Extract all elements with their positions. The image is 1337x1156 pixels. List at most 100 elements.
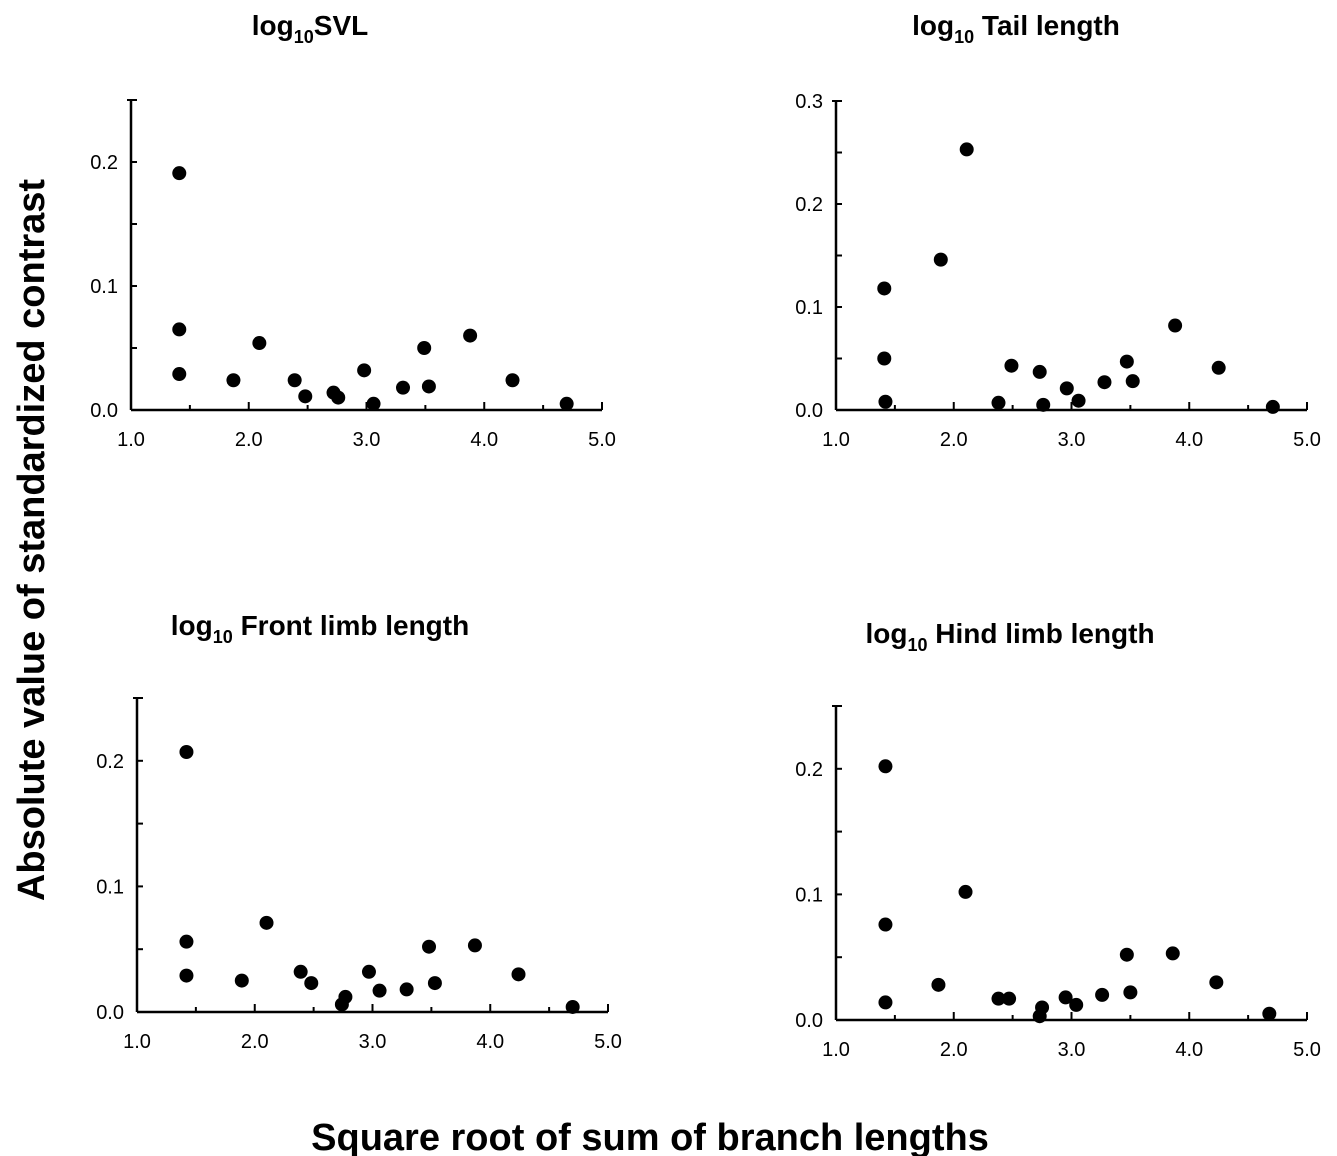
data-point: [179, 934, 194, 949]
x-tick-label: 1.0: [822, 1039, 850, 1061]
data-point: [565, 999, 580, 1014]
panel-title-base: log: [171, 610, 213, 641]
x-tick-label: 5.0: [1293, 429, 1321, 451]
data-point: [1058, 990, 1073, 1005]
x-tick-label: 4.0: [476, 1031, 504, 1053]
data-point: [287, 373, 302, 388]
data-point: [1002, 991, 1017, 1006]
data-point: [877, 281, 892, 296]
panel-title: log10 Front limb length: [171, 610, 469, 647]
x-axis-title: Square root of sum of branch lengths: [311, 1117, 989, 1156]
data-point: [511, 967, 526, 982]
data-point: [1036, 397, 1051, 412]
data-point: [933, 252, 948, 267]
data-point: [1265, 399, 1280, 414]
x-tick-label: 2.0: [940, 429, 968, 451]
chart-panel-3: log10 Front limb length 1.0 2.0 3.0 4.0 5.0 0.…: [96, 610, 622, 1053]
y-axis-title: Absolute value of standardized contrast: [11, 179, 53, 901]
data-point: [1211, 360, 1226, 375]
data-point: [234, 973, 249, 988]
data-point: [1004, 358, 1019, 373]
x-tick-label: 3.0: [359, 1031, 387, 1053]
panel-title-rest: SVL: [314, 10, 368, 41]
data-point: [252, 336, 267, 351]
x-tick-label: 5.0: [588, 429, 616, 451]
data-point: [1095, 987, 1110, 1002]
chart-panel-1: log10SVL 1.0 2.0 3.0 4.0 5.0 0.0 0.1 0.2: [90, 10, 616, 451]
y-tick-label: 0.1: [795, 884, 823, 906]
data-point: [878, 394, 893, 409]
data-point: [417, 341, 432, 355]
data-point: [1209, 975, 1224, 990]
y-tick-label: 0.1: [90, 276, 118, 298]
y-tick-label: 0.0: [795, 400, 823, 422]
data-point: [1071, 393, 1086, 408]
x-tick-label: 1.0: [822, 429, 850, 451]
data-point: [931, 977, 946, 992]
data-point: [259, 915, 274, 930]
x-tick-label: 3.0: [353, 429, 381, 451]
chart-panel-4: log10 Hind limb length 1.0 2.0 3.0 4.0 5.0 0.0…: [795, 618, 1321, 1061]
x-tick-label: 5.0: [594, 1031, 622, 1053]
data-point: [1168, 318, 1183, 333]
y-tick-label: 0.1: [96, 876, 124, 898]
data-point: [338, 989, 353, 1004]
data-point: [179, 745, 194, 760]
data-point: [1262, 1006, 1277, 1021]
data-point: [959, 142, 974, 157]
x-tick-label: 4.0: [470, 429, 498, 451]
data-point: [991, 395, 1006, 410]
x-tick-label: 2.0: [241, 1031, 269, 1053]
panel-title-rest: Front limb length: [233, 610, 469, 641]
data-point: [559, 396, 574, 411]
data-point: [421, 379, 436, 394]
data-point: [357, 363, 372, 378]
panel-title: log10SVL: [252, 10, 369, 47]
panel-title: log10 Hind limb length: [865, 618, 1154, 655]
y-tick-label: 0.2: [96, 751, 124, 773]
x-tick-label: 4.0: [1175, 429, 1203, 451]
data-point: [467, 938, 482, 953]
y-tick-label: 0.0: [795, 1010, 823, 1032]
data-point: [293, 964, 308, 979]
data-point: [1119, 947, 1134, 962]
data-point: [1165, 946, 1180, 961]
x-tick-label: 3.0: [1058, 429, 1086, 451]
panel-title-subscript: 10: [294, 27, 314, 47]
y-tick-label: 0.2: [90, 152, 118, 174]
data-point: [878, 917, 893, 932]
data-point: [427, 976, 442, 991]
y-tick-label: 0.0: [90, 400, 118, 422]
data-point: [1069, 997, 1084, 1012]
y-tick-label: 0.3: [795, 91, 823, 113]
data-point: [1119, 354, 1134, 369]
data-point: [172, 322, 187, 337]
data-point: [505, 373, 520, 388]
y-tick-label: 0.2: [795, 194, 823, 216]
data-point: [878, 759, 893, 774]
x-tick-label: 3.0: [1058, 1039, 1086, 1061]
panel-title-rest: Hind limb length: [927, 618, 1154, 649]
data-point: [226, 373, 241, 388]
data-point: [298, 389, 313, 404]
data-point: [172, 166, 187, 181]
x-tick-label: 2.0: [235, 429, 263, 451]
data-point: [877, 351, 892, 366]
panel-title-subscript: 10: [954, 27, 974, 47]
data-point: [331, 390, 346, 405]
y-tick-label: 0.0: [96, 1002, 124, 1024]
panel-title-subscript: 10: [213, 627, 233, 647]
panel-title-subscript: 10: [907, 635, 927, 655]
panel-title-base: log: [252, 10, 294, 41]
data-point: [1032, 364, 1047, 379]
x-tick-label: 1.0: [123, 1031, 151, 1053]
data-point: [366, 396, 381, 411]
y-tick-label: 0.1: [795, 297, 823, 319]
data-point: [361, 964, 376, 979]
panel-title-base: log: [912, 10, 954, 41]
x-tick-label: 1.0: [117, 429, 145, 451]
data-point: [396, 380, 411, 395]
data-point: [372, 983, 387, 998]
